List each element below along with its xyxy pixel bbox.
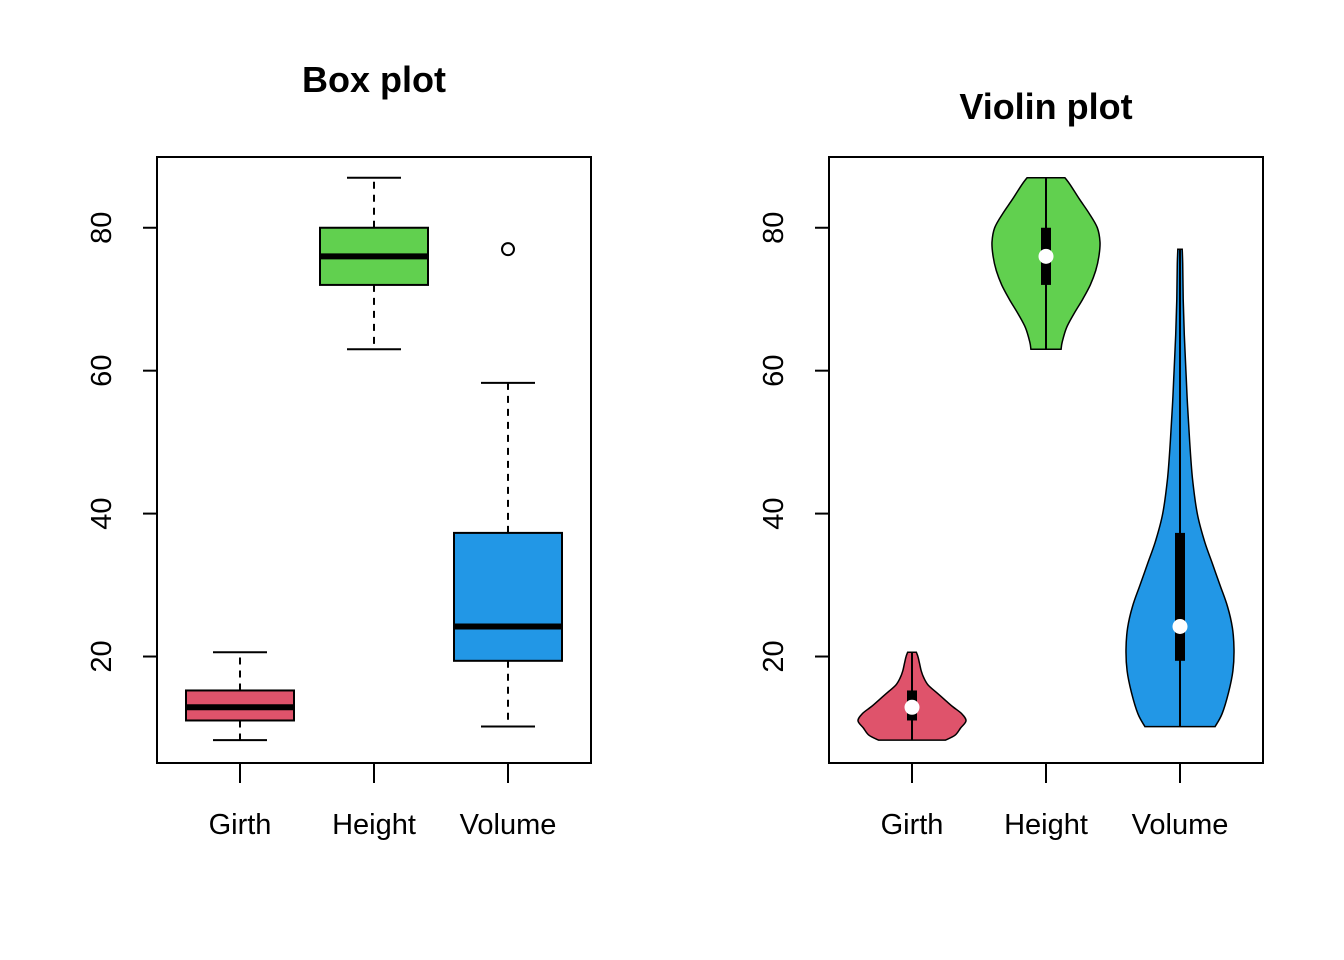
box-y-tick-label-80: 80 (86, 212, 118, 244)
box-volume (453, 242, 563, 728)
violin-median-dot-girth (904, 699, 920, 715)
box-girth (185, 651, 295, 742)
box-plot-panel: Box plot 20 40 60 80 Girth Height Volume (86, 59, 592, 841)
box-height (319, 176, 429, 351)
box-outlier-volume-0 (501, 242, 515, 257)
violin-median-dot-volume (1172, 619, 1188, 635)
box-plot-marks (185, 176, 563, 742)
box-x-tick-label-volume: Volume (460, 809, 557, 841)
violin-plot-panel: Violin plot 20 40 60 80 Girth Height Volume (758, 86, 1264, 841)
box-x-tick-label-height: Height (332, 809, 416, 841)
box-y-tick-label-20: 20 (86, 640, 118, 672)
violin-volume (1125, 248, 1235, 728)
violin-height (991, 176, 1101, 350)
box-plot-axes: 20 40 60 80 Girth Height Volume (86, 212, 556, 841)
violin-x-tick-label-girth: Girth (881, 809, 944, 841)
box-x-tick-label-girth: Girth (209, 809, 272, 841)
violin-plot-title: Violin plot (959, 86, 1132, 127)
box-plot-title: Box plot (302, 59, 446, 100)
violin-girth (857, 651, 967, 741)
violin-x-tick-label-volume: Volume (1132, 809, 1229, 841)
violin-y-tick-label-40: 40 (758, 497, 790, 529)
violin-median-dot-height (1038, 248, 1054, 264)
violin-plot-marks (857, 176, 1235, 741)
box-y-tick-label-40: 40 (86, 497, 118, 529)
box-iqr-volume (453, 531, 563, 662)
violin-y-tick-label-80: 80 (758, 212, 790, 244)
violin-y-tick-label-60: 60 (758, 355, 790, 387)
violin-plot-axes: 20 40 60 80 Girth Height Volume (758, 212, 1228, 841)
violin-x-tick-label-height: Height (1004, 809, 1088, 841)
violin-iqr-bar-volume (1175, 532, 1185, 661)
violin-y-tick-label-20: 20 (758, 640, 790, 672)
box-y-tick-label-60: 60 (86, 355, 118, 387)
